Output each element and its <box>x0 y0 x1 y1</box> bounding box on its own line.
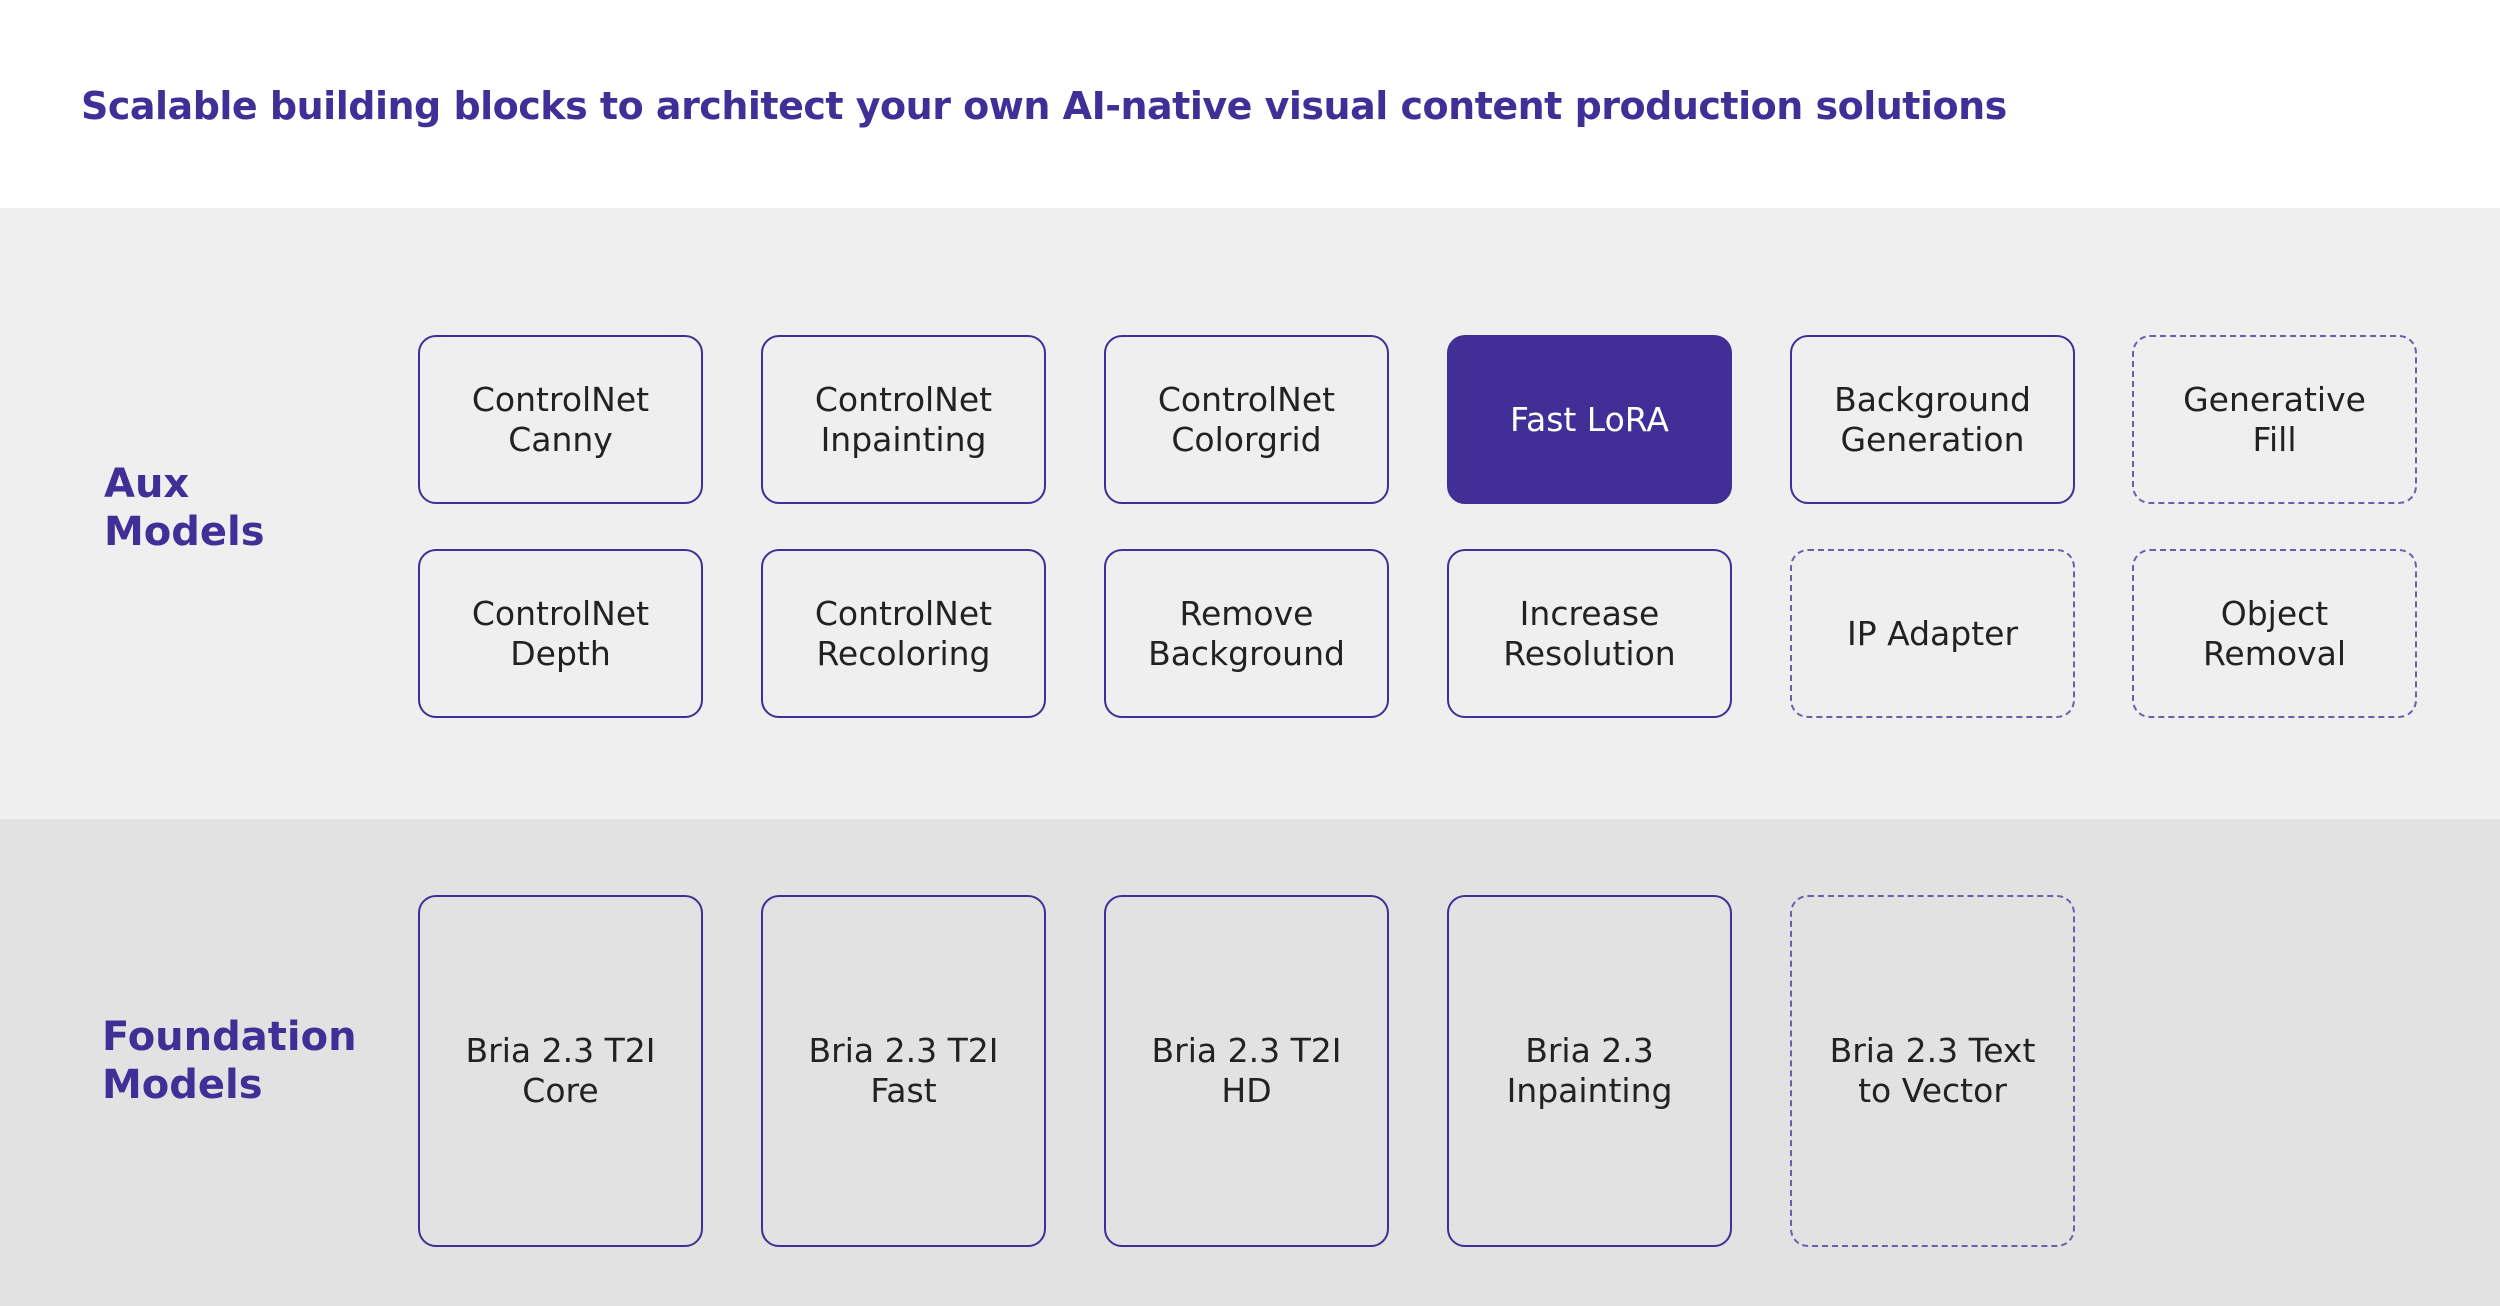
model-block-label: Bria 2.3 T2I Fast <box>808 1031 999 1110</box>
model-block-label: ControlNet Depth <box>471 593 650 673</box>
model-block-controlnet-colorgrid[interactable]: ControlNet Colorgrid <box>1104 335 1389 504</box>
model-block-increase-resolution[interactable]: Increase Resolution <box>1447 549 1732 718</box>
model-block-bria-2-3-inpainting[interactable]: Bria 2.3 Inpainting <box>1447 895 1732 1247</box>
model-block-bria-2-3-t2i-fast[interactable]: Bria 2.3 T2I Fast <box>761 895 1046 1247</box>
foundation-models-band <box>0 819 2500 1306</box>
model-block-label: Remove Background <box>1148 593 1345 673</box>
model-block-fast-lora[interactable]: Fast LoRA <box>1447 335 1732 504</box>
model-block-label: ControlNet Canny <box>471 379 650 459</box>
model-block-label: Bria 2.3 Inpainting <box>1506 1031 1673 1110</box>
model-block-ip-adapter[interactable]: IP Adapter <box>1790 549 2075 718</box>
foundation-models-label: Foundation Models <box>102 1014 357 1108</box>
model-block-label: Bria 2.3 T2I HD <box>1151 1031 1342 1110</box>
model-block-controlnet-depth[interactable]: ControlNet Depth <box>418 549 703 718</box>
header: Scalable building blocks to architect yo… <box>0 0 2500 208</box>
model-block-controlnet-inpainting[interactable]: ControlNet Inpainting <box>761 335 1046 504</box>
model-block-label: Bria 2.3 Text to Vector <box>1829 1031 2036 1110</box>
model-block-controlnet-recoloring[interactable]: ControlNet Recoloring <box>761 549 1046 718</box>
model-block-label: Object Removal <box>2202 593 2346 673</box>
model-block-generative-fill[interactable]: Generative Fill <box>2132 335 2417 504</box>
model-block-bria-2-3-text-to-vector[interactable]: Bria 2.3 Text to Vector <box>1790 895 2075 1247</box>
aux-models-band <box>0 208 2500 819</box>
model-block-background-generation[interactable]: Background Generation <box>1790 335 2075 504</box>
model-block-object-removal[interactable]: Object Removal <box>2132 549 2417 718</box>
model-block-bria-2-3-t2i-hd[interactable]: Bria 2.3 T2I HD <box>1104 895 1389 1247</box>
model-block-label: ControlNet Colorgrid <box>1157 379 1336 459</box>
model-block-label: ControlNet Inpainting <box>814 379 993 459</box>
model-block-label: Bria 2.3 T2I Core <box>465 1031 656 1110</box>
model-block-label: ControlNet Recoloring <box>814 593 993 673</box>
aux-models-label: Aux Models <box>104 461 265 555</box>
model-block-bria-2-3-t2i-core[interactable]: Bria 2.3 T2I Core <box>418 895 703 1247</box>
model-block-label: IP Adapter <box>1846 613 2019 653</box>
page-title: Scalable building blocks to architect yo… <box>81 84 2007 128</box>
model-block-label: Generative Fill <box>2183 379 2366 459</box>
model-block-label: Fast LoRA <box>1510 399 1669 439</box>
model-block-label: Increase Resolution <box>1503 593 1676 673</box>
model-block-label: Background Generation <box>1834 379 2031 459</box>
model-block-controlnet-canny[interactable]: ControlNet Canny <box>418 335 703 504</box>
model-block-remove-background[interactable]: Remove Background <box>1104 549 1389 718</box>
